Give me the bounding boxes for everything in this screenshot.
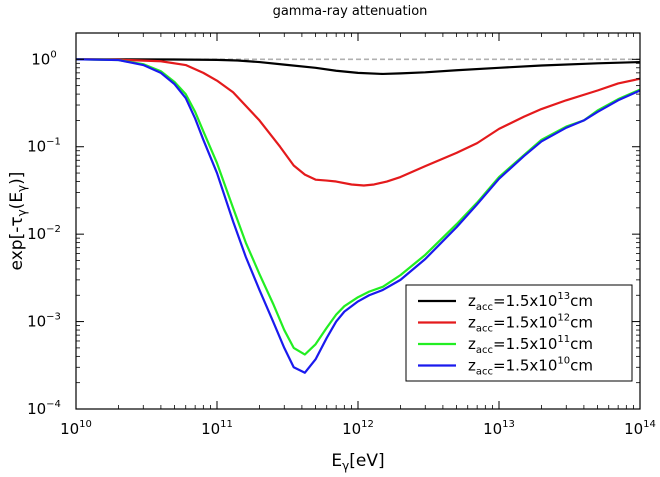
series-line-2 — [76, 58, 640, 187]
chart-title: gamma-ray attenuation — [273, 4, 428, 19]
series-line-4 — [76, 58, 640, 374]
x-tick-label: 1012 — [342, 419, 374, 438]
legend-label-4: zacc=1.5x1010cm — [468, 356, 593, 378]
x-tick-label: 1014 — [624, 419, 656, 438]
x-tick-label: 1011 — [201, 419, 233, 438]
series-line-1 — [76, 58, 640, 76]
y-tick-label: 10−4 — [27, 399, 61, 418]
legend-label-2: zacc=1.5x1012cm — [468, 313, 593, 335]
legend-label-3: zacc=1.5x1011cm — [468, 334, 593, 356]
axis-ticks: 1010 1011 1012 1013 1014 10−4 10−3 10−2 10−1 100 — [27, 32, 656, 438]
y-tick-label: 10−2 — [27, 224, 61, 243]
y-axis-label: exp[-τγ(Eγ)] — [7, 172, 29, 271]
x-axis-label: Eγ[eV] — [331, 451, 384, 473]
plot-area — [76, 58, 640, 374]
x-tick-label: 1010 — [60, 419, 92, 438]
y-tick-label: 10−1 — [27, 137, 61, 156]
legend-label-1: zacc=1.5x1013cm — [468, 291, 593, 313]
y-tick-label: 100 — [31, 49, 56, 68]
legend: zacc=1.5x1013cmzacc=1.5x1012cmzacc=1.5x1… — [405, 284, 633, 382]
x-tick-label: 1013 — [483, 419, 515, 438]
y-tick-label: 10−3 — [27, 312, 61, 331]
axis-labels: Eγ[eV] exp[-τγ(Eγ)] — [7, 172, 385, 473]
